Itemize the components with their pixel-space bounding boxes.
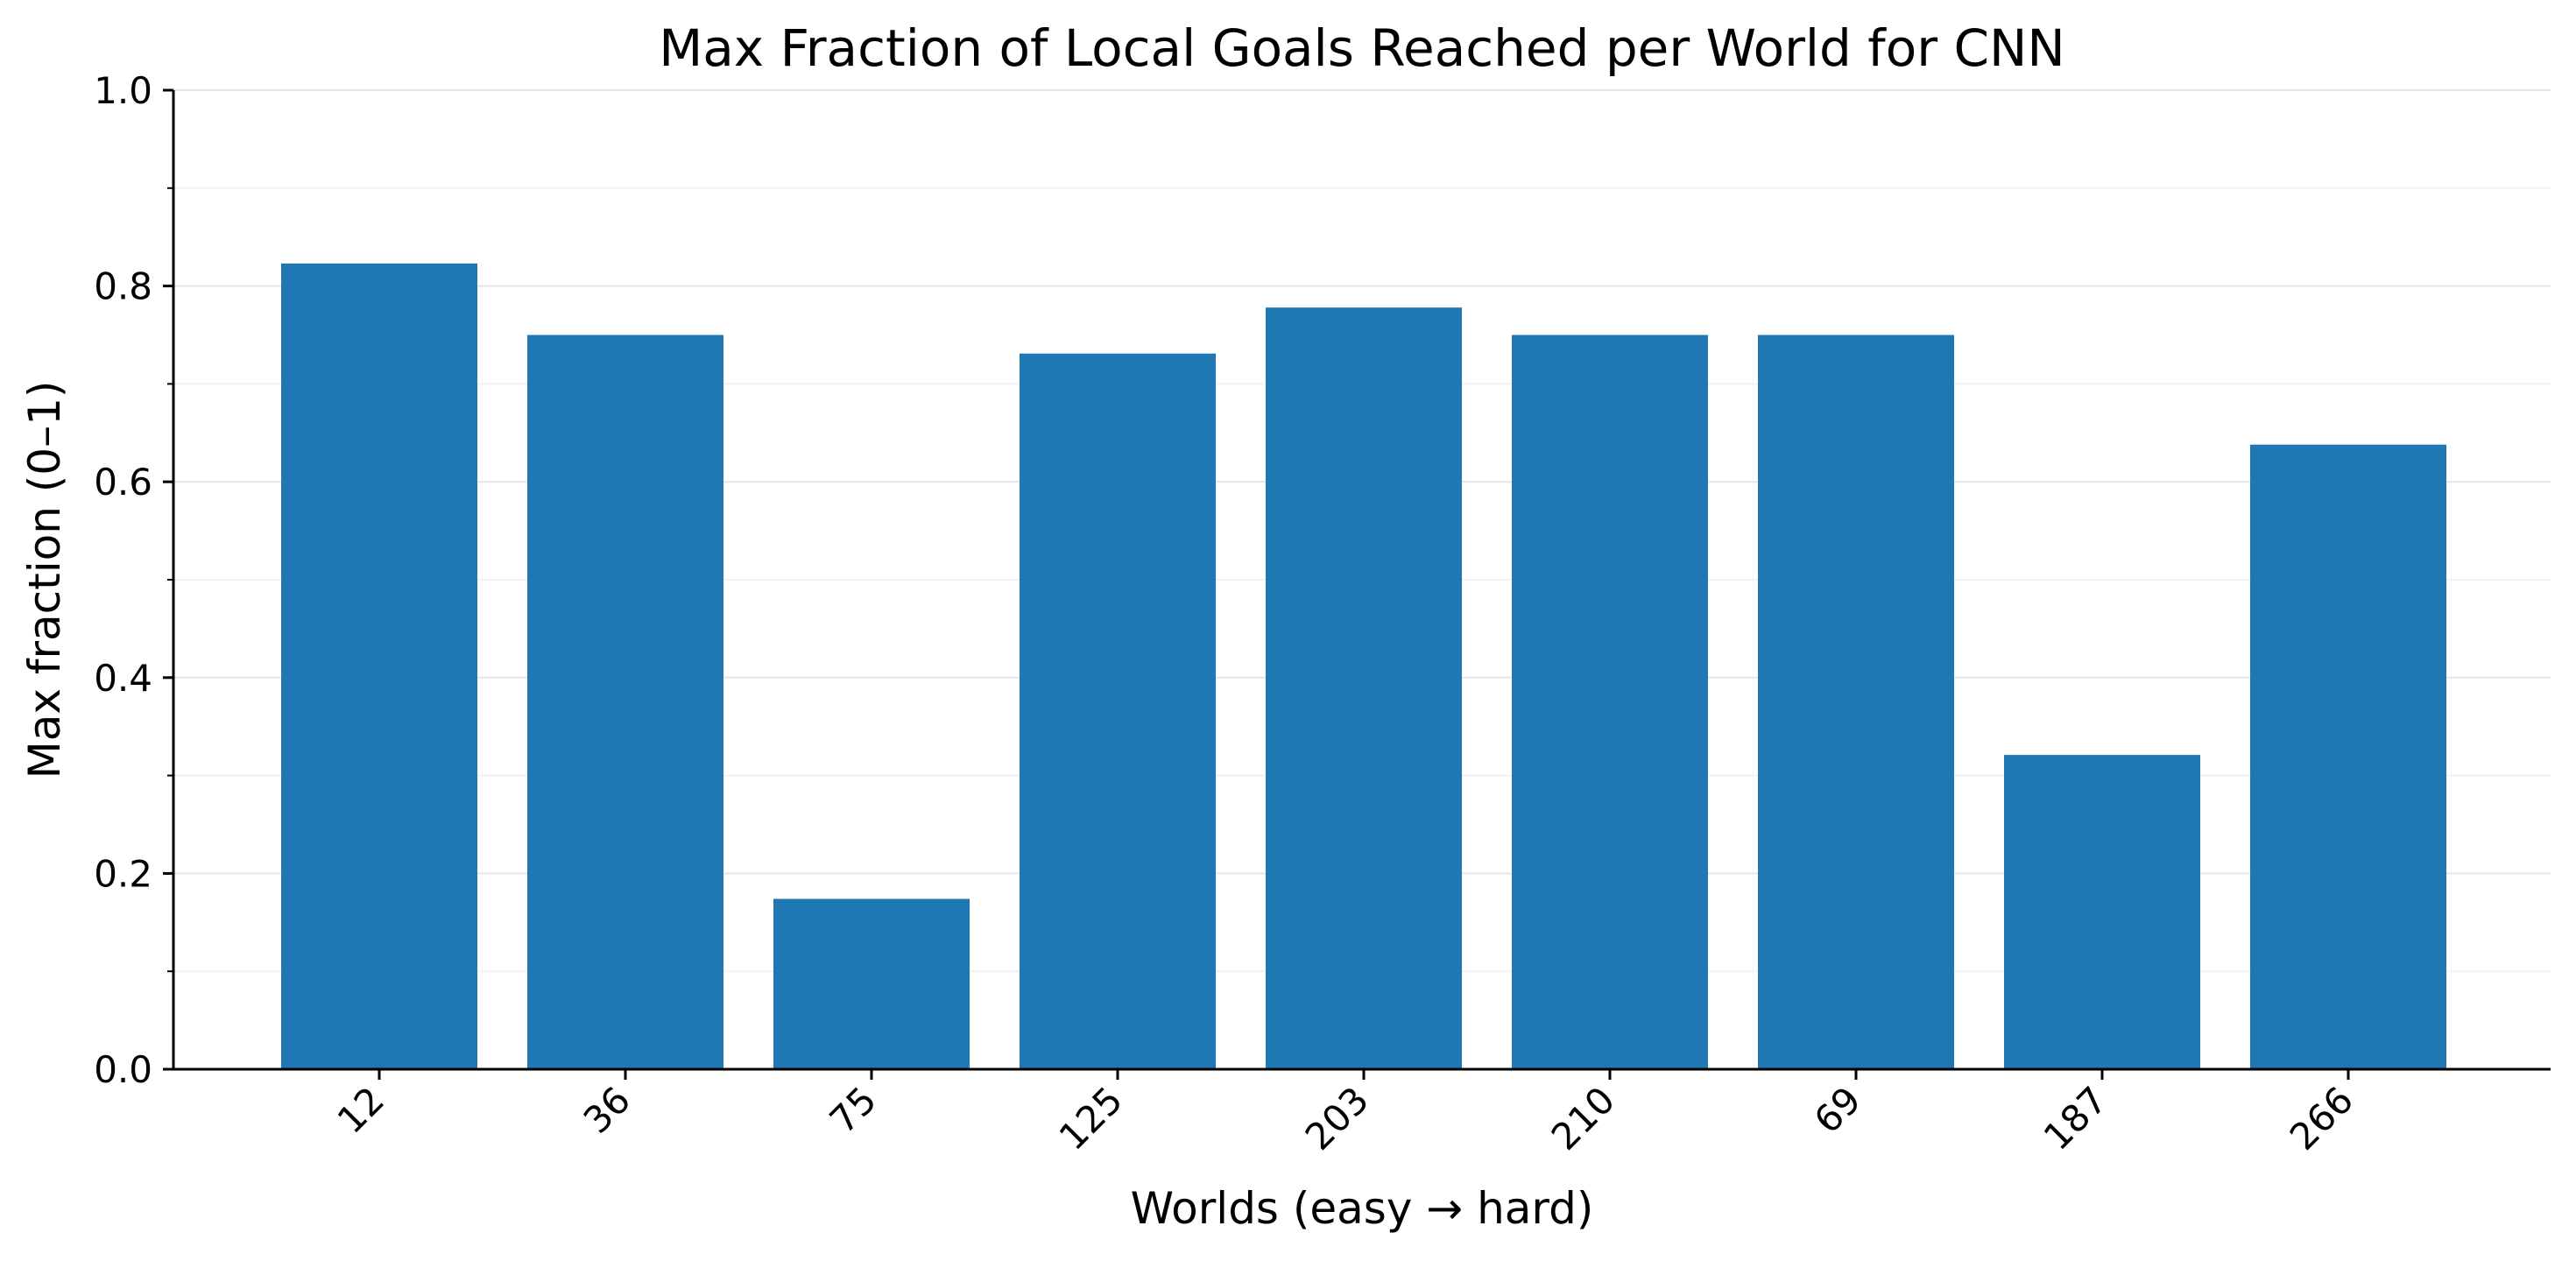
x-tick-label-210: 210 (1543, 1078, 1623, 1158)
y-tick-label-5: 1.0 (94, 69, 152, 112)
y-tick-label-0: 0.0 (94, 1048, 152, 1091)
bar-36 (527, 335, 723, 1069)
bars (281, 263, 2446, 1069)
bar-210 (1512, 335, 1708, 1069)
x-tick-label-266: 266 (2282, 1078, 2361, 1158)
x-tick-label-75: 75 (822, 1078, 885, 1141)
bar-125 (1020, 353, 1216, 1069)
chart-title: Max Fraction of Local Goals Reached per … (659, 18, 2065, 78)
bar-203 (1266, 307, 1462, 1069)
y-axis-label: Max fraction (0–1) (19, 381, 70, 779)
x-tick-label-125: 125 (1051, 1078, 1131, 1158)
bar-187 (2004, 755, 2200, 1069)
x-axis-label: Worlds (easy → hard) (1131, 1183, 1594, 1234)
x-tick-label-203: 203 (1297, 1078, 1377, 1158)
x-tick-label-69: 69 (1806, 1078, 1869, 1141)
bar-266 (2250, 444, 2446, 1069)
bar-69 (1758, 335, 1954, 1069)
x-tick-label-12: 12 (329, 1078, 392, 1141)
bar-12 (281, 263, 477, 1069)
x-tick-label-187: 187 (2036, 1078, 2115, 1158)
bar-75 (773, 898, 970, 1069)
y-tick-label-3: 0.6 (94, 461, 152, 504)
x-tick-label-36: 36 (575, 1078, 639, 1141)
y-tick-label-4: 0.8 (94, 265, 152, 308)
y-tick-label-1: 0.2 (94, 852, 152, 895)
y-tick-label-2: 0.4 (94, 657, 152, 700)
